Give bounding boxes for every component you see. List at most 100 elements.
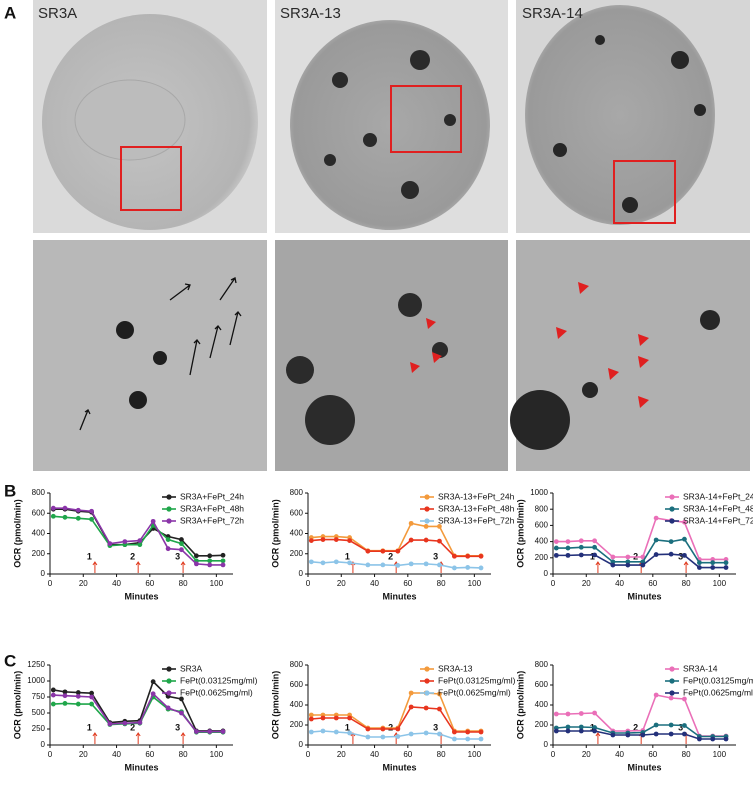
data-point xyxy=(610,562,616,568)
injection-label: 2 xyxy=(130,722,135,732)
injection-label: 2 xyxy=(130,551,135,561)
data-point xyxy=(194,729,199,734)
y-tick-label: 800 xyxy=(290,488,304,497)
y-tick-label: 1250 xyxy=(27,660,45,669)
data-point xyxy=(50,505,56,511)
data-point xyxy=(553,539,559,544)
y-tick-label: 0 xyxy=(299,740,304,749)
data-point xyxy=(365,734,371,740)
injection-arrow xyxy=(595,561,601,573)
x-tick-label: 20 xyxy=(337,579,346,588)
series-line xyxy=(53,692,224,733)
data-point xyxy=(179,547,184,553)
x-tick-label: 60 xyxy=(403,750,412,759)
data-point xyxy=(75,701,81,707)
data-point xyxy=(452,736,457,742)
data-point xyxy=(653,552,659,557)
x-tick-label: 100 xyxy=(468,750,482,759)
legend-marker xyxy=(424,678,430,684)
data-point xyxy=(207,562,213,568)
data-point xyxy=(625,554,631,560)
x-axis-label: Minutes xyxy=(124,591,158,601)
micrograph-label: SR3A-13 xyxy=(280,5,341,22)
data-point xyxy=(437,691,442,697)
data-point xyxy=(478,565,484,571)
data-point xyxy=(207,553,213,559)
data-point xyxy=(179,541,184,547)
data-point xyxy=(437,524,442,529)
data-point xyxy=(165,537,171,542)
series-line xyxy=(311,692,482,732)
data-point xyxy=(553,552,559,558)
data-point xyxy=(423,524,429,529)
data-point xyxy=(437,731,442,737)
data-point xyxy=(423,537,429,543)
x-tick-label: 40 xyxy=(370,750,379,759)
y-tick-label: 250 xyxy=(32,724,46,733)
data-point xyxy=(62,693,68,699)
injection-label: 1 xyxy=(345,551,350,561)
injection-arrow xyxy=(92,561,98,573)
data-point xyxy=(452,729,457,735)
x-axis-label: Minutes xyxy=(382,762,416,772)
y-tick-label: 400 xyxy=(535,537,549,546)
legend-marker xyxy=(424,666,430,672)
data-point xyxy=(308,538,314,543)
data-point xyxy=(320,715,326,721)
x-axis-label: Minutes xyxy=(382,591,416,601)
y-tick-label: 200 xyxy=(290,549,304,558)
y-tick-label: 0 xyxy=(41,569,46,578)
data-point xyxy=(578,538,584,544)
data-point xyxy=(150,691,156,697)
data-point xyxy=(395,734,401,739)
x-tick-label: 60 xyxy=(403,579,412,588)
data-point xyxy=(308,712,314,718)
data-point xyxy=(365,562,371,568)
x-tick-label: 0 xyxy=(48,750,53,759)
data-point xyxy=(565,711,571,717)
injection-label: 1 xyxy=(87,551,92,561)
legend-marker xyxy=(424,494,430,500)
data-point xyxy=(333,559,339,565)
data-point xyxy=(423,730,429,736)
data-point xyxy=(553,711,559,717)
data-point xyxy=(380,562,386,568)
x-tick-label: 20 xyxy=(337,750,346,759)
data-point xyxy=(640,554,646,560)
data-point xyxy=(137,538,143,543)
data-point xyxy=(347,538,352,543)
legend-marker xyxy=(424,518,430,524)
x-tick-label: 100 xyxy=(713,750,727,759)
data-point xyxy=(697,560,702,566)
y-tick-label: 400 xyxy=(290,700,304,709)
data-point xyxy=(465,565,471,570)
legend-marker xyxy=(166,506,172,512)
legend-label: SR3A xyxy=(180,663,203,673)
legend-marker xyxy=(166,494,172,500)
y-tick-label: 800 xyxy=(535,504,549,513)
y-axis-label: OCR (pmol/min) xyxy=(515,499,525,568)
data-point xyxy=(107,721,113,727)
y-tick-label: 0 xyxy=(544,569,549,578)
y-tick-label: 1000 xyxy=(27,676,45,685)
zoom-box xyxy=(120,146,182,211)
legend-label: FePt(0.03125mg/ml) xyxy=(180,675,258,685)
injection-arrow xyxy=(180,561,186,573)
x-tick-label: 20 xyxy=(582,579,591,588)
data-point xyxy=(89,690,94,696)
data-point xyxy=(89,701,94,707)
x-tick-label: 100 xyxy=(210,750,224,759)
x-tick-label: 60 xyxy=(648,750,657,759)
data-point xyxy=(220,729,226,734)
injection-label: 3 xyxy=(678,551,683,561)
particles xyxy=(324,50,456,199)
chart: 0 200 400 600 800 0 20 40 60 80 100 Minutes OCR (pmo… xyxy=(270,488,514,601)
y-axis-label: OCR (pmol/min) xyxy=(515,671,525,740)
data-point xyxy=(668,695,674,701)
chart: 0 200 400 600 800 0 20 40 60 80 100 Minutes OCR (pmo… xyxy=(270,660,515,772)
y-tick-label: 200 xyxy=(290,720,304,729)
data-point xyxy=(75,507,81,513)
data-point xyxy=(653,515,659,521)
data-point xyxy=(653,692,659,698)
legend-label: SR3A-13+FePt_48h xyxy=(438,503,515,513)
